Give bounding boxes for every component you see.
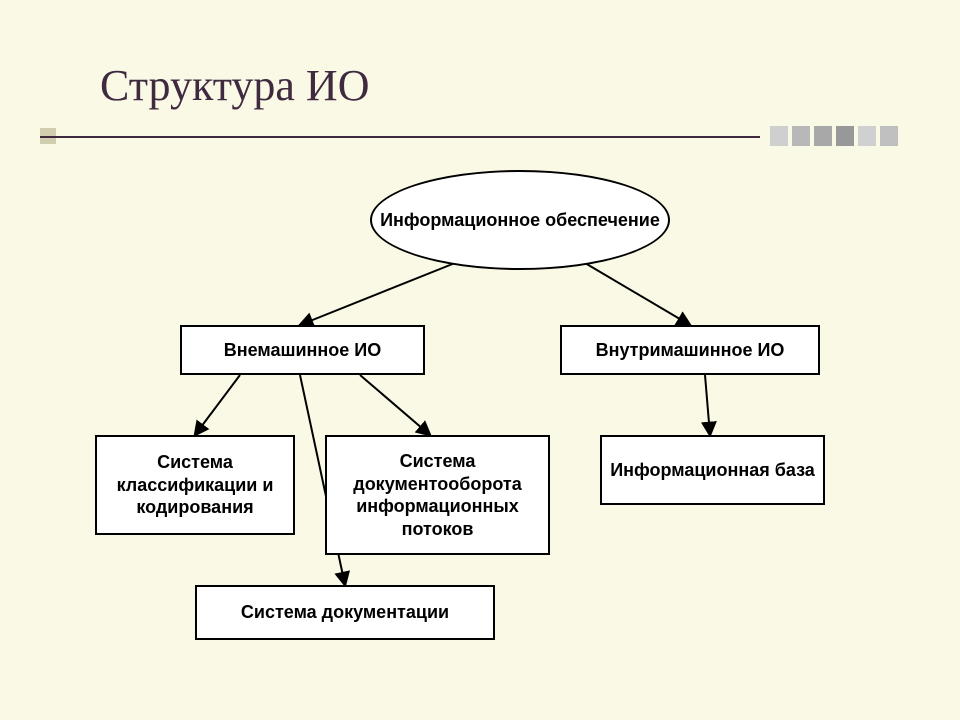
node-docflow-label: Система документооборота информационных … [335, 450, 540, 540]
stripes-decor-icon [770, 126, 898, 146]
node-int: Внутримашинное ИО [560, 325, 820, 375]
node-ext: Внемашинное ИО [180, 325, 425, 375]
node-doc-label: Система документации [241, 601, 449, 624]
node-ibase: Информационная база [600, 435, 825, 505]
node-root: Информационное обеспечение [370, 170, 670, 270]
slide: Структура ИО Информационное обеспечение … [0, 0, 960, 720]
node-class: Система классификации и кодирования [95, 435, 295, 535]
node-docflow: Система документооборота информационных … [325, 435, 550, 555]
node-class-label: Система классификации и кодирования [105, 451, 285, 519]
node-doc: Система документации [195, 585, 495, 640]
slide-title: Структура ИО [100, 60, 369, 111]
node-ibase-label: Информационная база [610, 459, 815, 482]
node-int-label: Внутримашинное ИО [596, 339, 785, 362]
node-root-label: Информационное обеспечение [380, 209, 660, 232]
title-rule [40, 136, 760, 138]
node-ext-label: Внемашинное ИО [224, 339, 382, 362]
